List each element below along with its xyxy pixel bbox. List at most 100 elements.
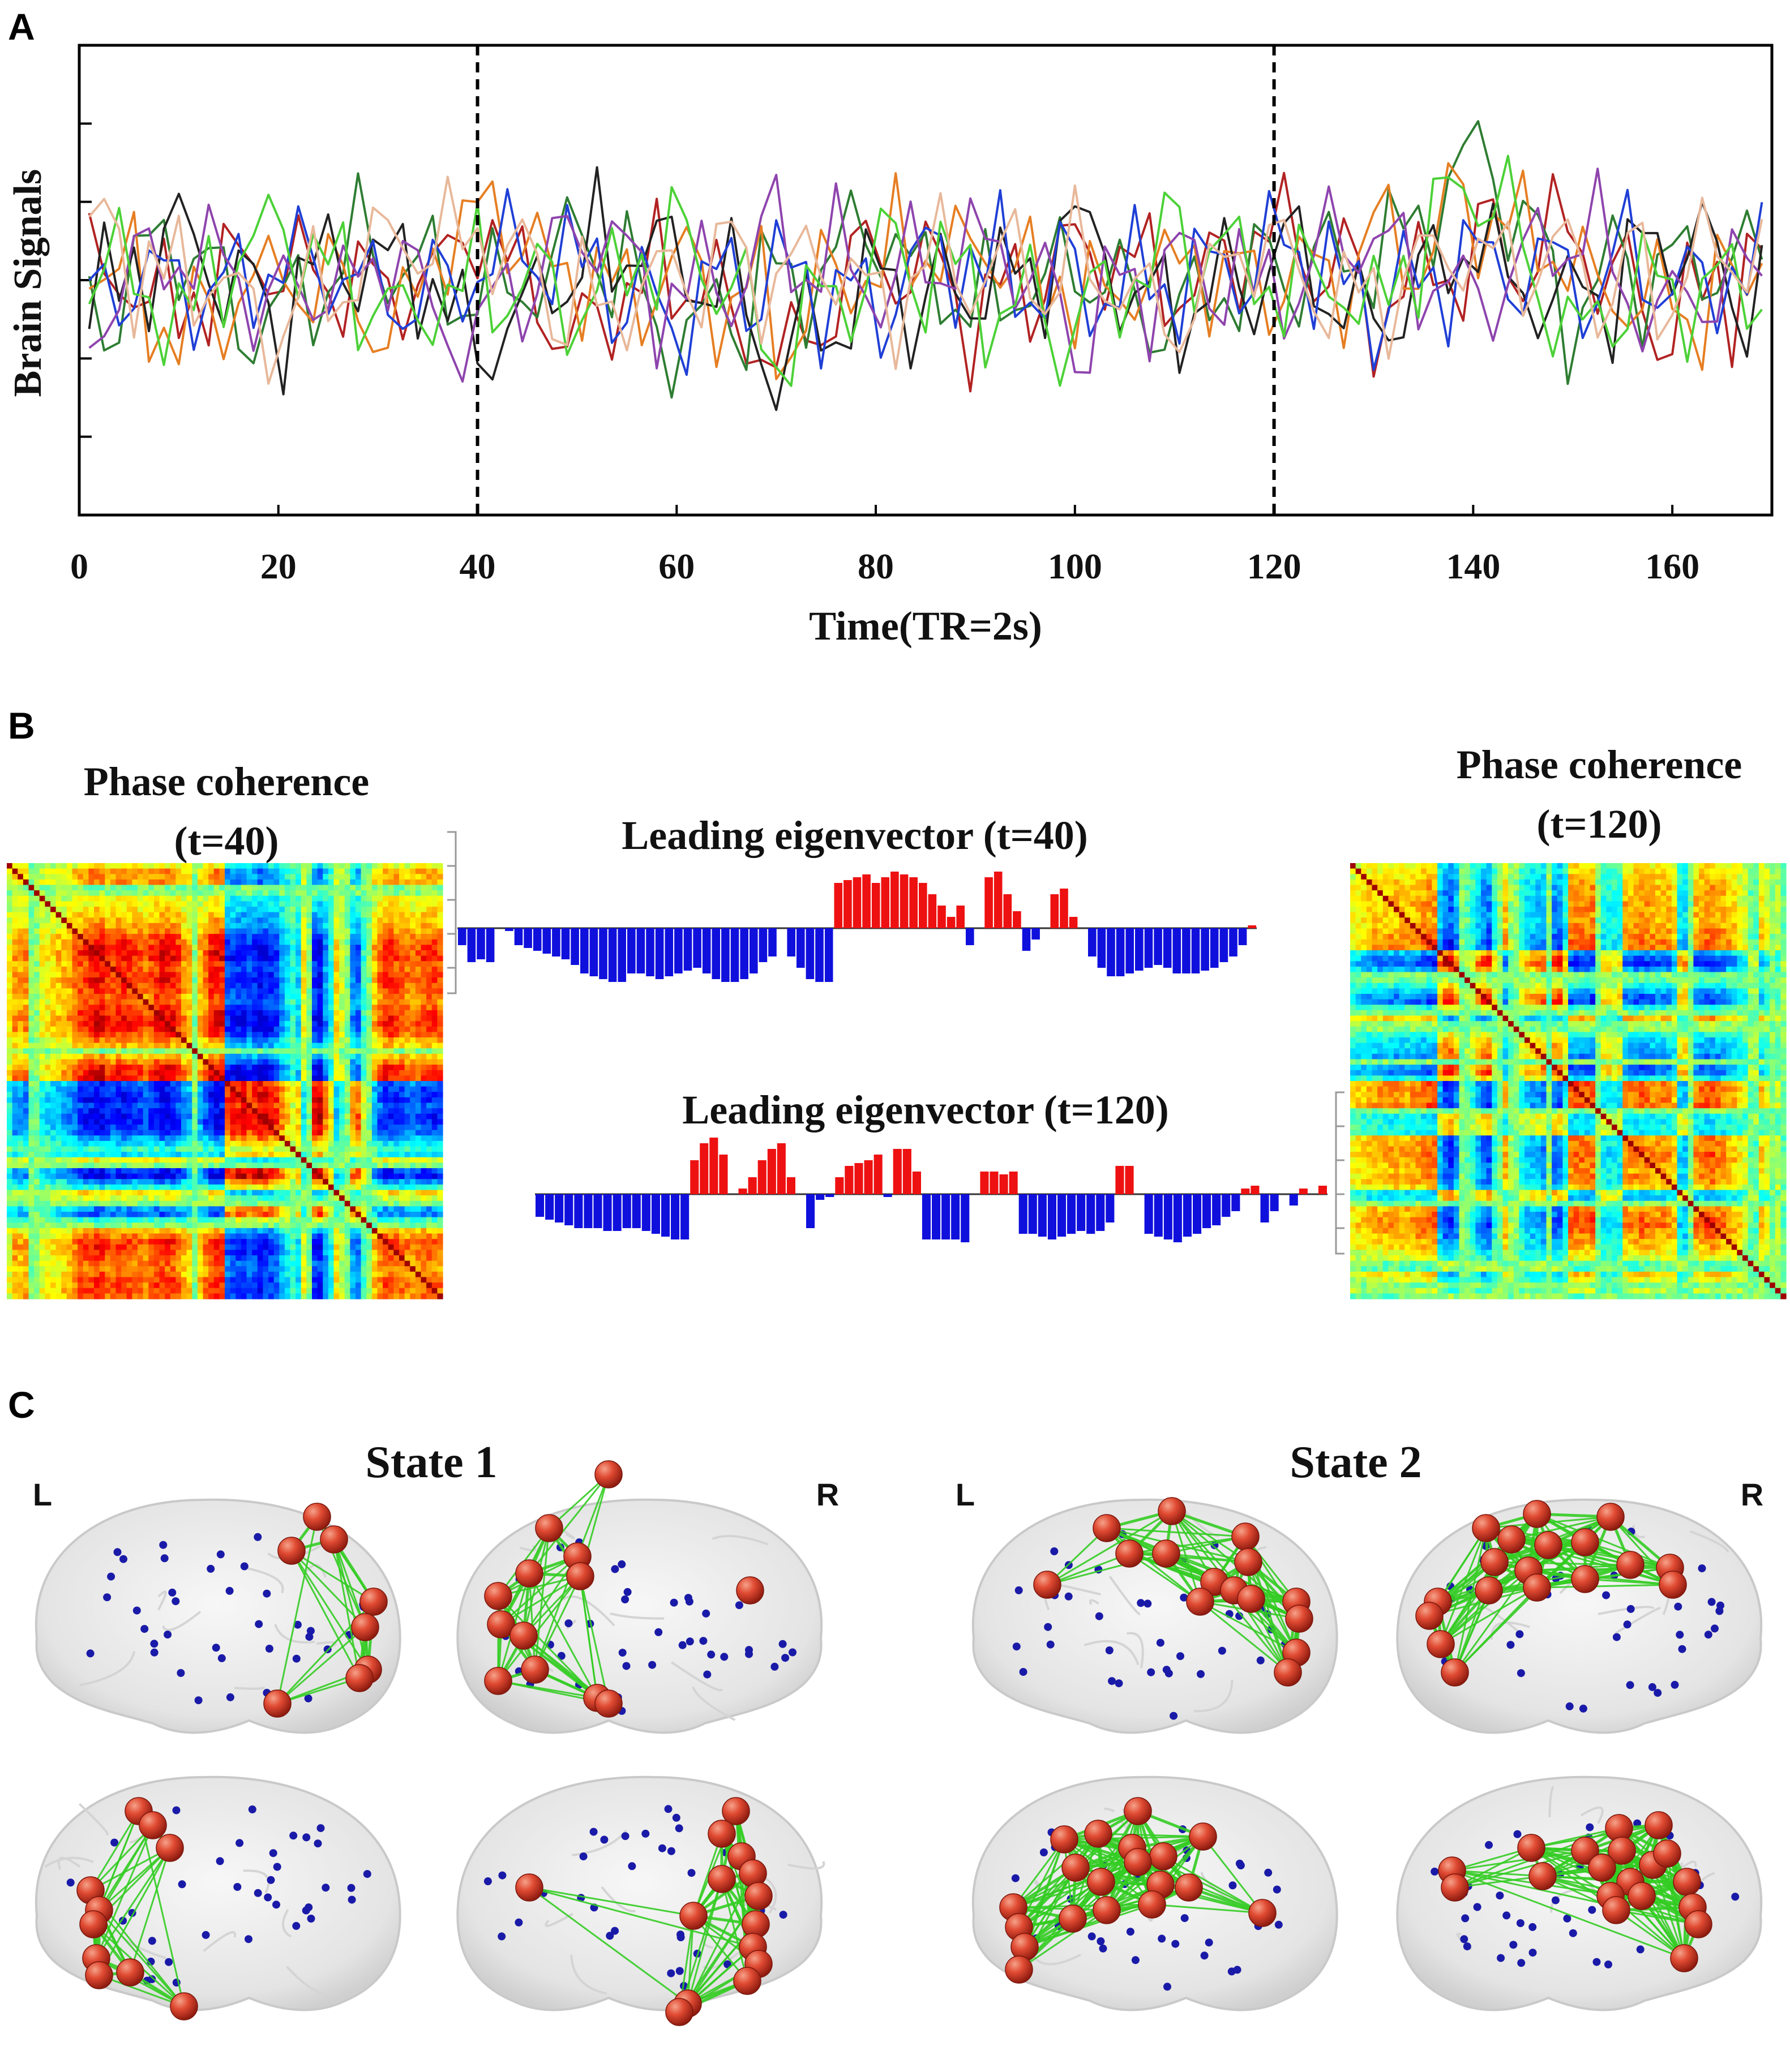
matrix-cell [399,999,405,1005]
matrix-cell [415,885,422,891]
matrix-cell [143,901,149,907]
matrix-cell [263,874,269,880]
matrix-cell [333,1130,340,1136]
matrix-cell [175,994,182,1000]
matrix-cell [45,1037,51,1044]
matrix-cell [393,901,400,907]
matrix-cell [356,934,362,940]
matrix-cell [165,972,171,978]
matrix-cell [290,1070,296,1076]
matrix-cell [192,1043,198,1049]
matrix-cell [426,939,432,945]
matrix-cell [7,977,13,984]
matrix-cell [61,1043,67,1049]
matrix-cell [99,928,105,934]
matrix-cell [377,895,383,902]
matrix-cell [175,1032,182,1038]
matrix-cell [34,1140,40,1147]
matrix-cell [39,1037,45,1044]
matrix-cell [301,1195,307,1202]
matrix-cell [323,1053,329,1060]
matrix-cell [393,1195,400,1202]
matrix-cell [333,950,340,956]
matrix-cell [175,977,182,984]
matrix-cell [273,1086,280,1092]
matrix-cell [39,1103,45,1109]
matrix-cell [404,1092,410,1098]
matrix-cell [148,945,155,951]
matrix-cell [263,1184,269,1191]
matrix-cell [383,1081,389,1087]
matrix-cell [252,907,258,913]
matrix-cell [415,1157,422,1163]
matrix-cell [306,923,312,929]
matrix-cell [371,1162,378,1169]
matrix-cell [213,1032,220,1038]
matrix-cell [203,901,209,907]
matrix-cell [208,1146,215,1152]
matrix-cell [197,1119,204,1125]
matrix-cell [175,901,182,907]
matrix-cell [61,1162,67,1169]
matrix-cell [192,1190,198,1196]
matrix-cell [186,890,192,896]
matrix-cell [132,1168,138,1174]
matrix-cell [377,907,383,913]
matrix-cell [175,1092,182,1098]
matrix-cell [197,1070,204,1076]
matrix-cell [383,890,389,896]
matrix-cell [121,1048,127,1054]
matrix-cell [273,890,280,896]
matrix-cell [39,1179,45,1185]
matrix-cell [170,912,176,918]
matrix-cell [279,955,285,962]
matrix-cell [399,907,405,913]
matrix-cell [323,999,329,1005]
matrix-cell [371,955,378,962]
matrix-cell [339,923,345,929]
matrix-cell [186,1005,192,1011]
matrix-cell [88,928,95,934]
matrix-cell [121,1168,127,1174]
matrix-cell [208,879,215,886]
matrix-cell [61,890,67,896]
matrix-cell [257,1026,263,1032]
matrix-cell [83,1113,89,1119]
matrix-cell [415,1070,422,1076]
matrix-cell [312,1065,318,1071]
matrix-cell [306,955,312,962]
matrix-cell [301,1184,307,1191]
matrix-cell [66,1184,73,1191]
matrix-cell [241,895,247,902]
matrix-cell [143,1146,149,1152]
matrix-cell [83,955,89,962]
matrix-cell [165,1146,171,1152]
matrix-cell [246,1075,252,1082]
matrix-cell [361,1081,367,1087]
matrix-cell [399,1184,405,1191]
matrix-cell [148,939,155,945]
matrix-cell [72,917,78,924]
matrix-cell [290,1065,296,1071]
matrix-cell [328,1010,335,1016]
matrix-cell [83,1032,89,1038]
matrix-cell [126,1140,132,1147]
matrix-cell [121,1119,127,1125]
matrix-cell [18,917,24,924]
matrix-cell [312,874,318,880]
matrix-cell [78,1005,84,1011]
matrix-cell [181,1005,187,1011]
matrix-cell [252,863,258,869]
matrix-cell [72,945,78,951]
matrix-cell [175,1081,182,1087]
matrix-cell [257,977,263,984]
matrix-cell [421,1086,427,1092]
matrix-cell [213,966,220,973]
matrix-cell [323,1108,329,1114]
matrix-cell [110,863,117,869]
matrix-cell [55,1140,62,1147]
matrix-cell [105,983,111,989]
matrix-cell [273,1190,280,1196]
matrix-cell [66,1010,73,1016]
matrix-cell [88,1026,95,1032]
